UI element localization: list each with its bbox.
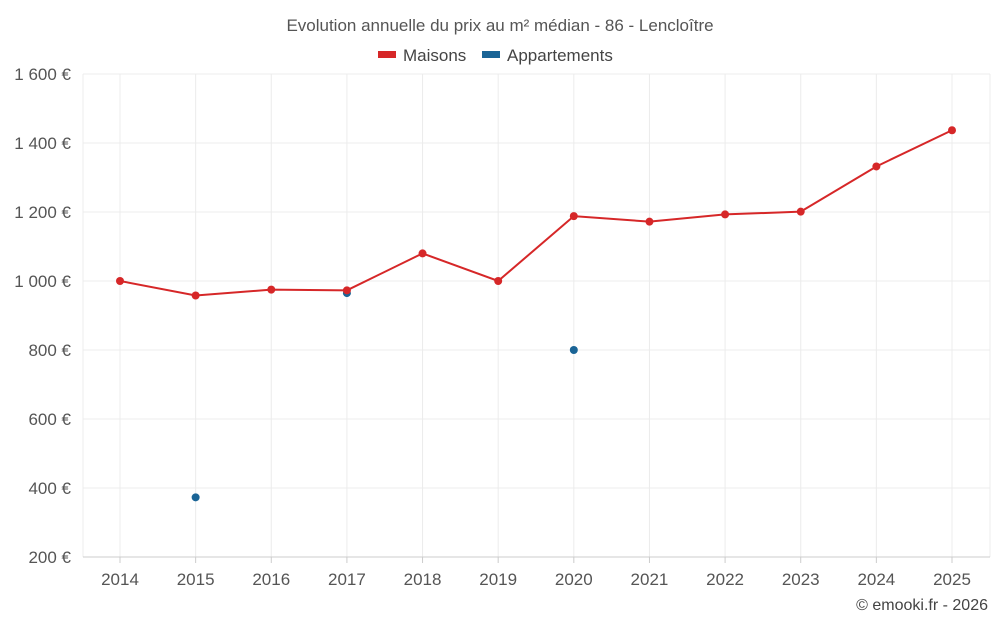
data-point-maisons xyxy=(191,291,200,300)
chart-title: Evolution annuelle du prix au m² médian … xyxy=(286,16,713,35)
x-tick-label: 2025 xyxy=(933,570,971,589)
x-tick-label: 2019 xyxy=(479,570,517,589)
data-point-appartements xyxy=(569,346,578,354)
series-line-maisons xyxy=(119,129,953,297)
x-tick-label: 2021 xyxy=(631,570,669,589)
legend-label-appartements: Appartements xyxy=(507,46,613,65)
x-tick-label: 2020 xyxy=(555,570,593,589)
legend-label-maisons: Maisons xyxy=(403,46,466,65)
series xyxy=(116,126,956,502)
data-point-maisons xyxy=(569,212,578,221)
legend-swatch-maisons xyxy=(378,51,396,58)
y-tick-label: 800 € xyxy=(28,341,71,360)
data-point-maisons xyxy=(872,162,881,171)
y-tick-label: 1 600 € xyxy=(14,65,71,84)
data-point-maisons xyxy=(342,286,351,295)
data-point-maisons xyxy=(721,210,730,219)
data-point-maisons xyxy=(418,249,427,258)
axes: 200 € 400 € 600 € 800 € 1 000 € 1 200 € 1 400 … xyxy=(14,65,990,589)
data-point-maisons xyxy=(948,126,956,135)
credit-text: © emooki.fr - 2026 xyxy=(856,597,988,614)
x-tick-label: 2023 xyxy=(782,570,820,589)
y-tick-label: 200 € xyxy=(28,548,71,567)
x-tick-label: 2022 xyxy=(706,570,744,589)
grid xyxy=(82,73,991,557)
data-point-appartements xyxy=(191,493,200,502)
data-point-maisons xyxy=(645,217,654,226)
legend: Maisons Appartements xyxy=(378,46,613,65)
data-point-maisons xyxy=(116,277,124,285)
data-point-maisons xyxy=(267,285,276,294)
x-tick-label: 2014 xyxy=(101,570,139,589)
x-tick-label: 2015 xyxy=(177,570,215,589)
y-tick-label: 1 400 € xyxy=(14,134,71,153)
legend-item-maisons[interactable]: Maisons xyxy=(378,46,466,65)
x-tick-label: 2024 xyxy=(857,570,895,589)
x-tick-label: 2016 xyxy=(252,570,290,589)
data-point-maisons xyxy=(494,277,503,285)
y-tick-label: 600 € xyxy=(28,410,71,429)
y-tick-label: 400 € xyxy=(28,479,71,498)
data-point-maisons xyxy=(796,207,805,216)
x-tick-label: 2018 xyxy=(404,570,442,589)
legend-item-appartements[interactable]: Appartements xyxy=(482,46,613,65)
y-tick-label: 1 200 € xyxy=(14,203,71,222)
y-tick-label: 1 000 € xyxy=(14,272,71,291)
x-tick-label: 2017 xyxy=(328,570,366,589)
legend-swatch-appartements xyxy=(482,51,500,58)
